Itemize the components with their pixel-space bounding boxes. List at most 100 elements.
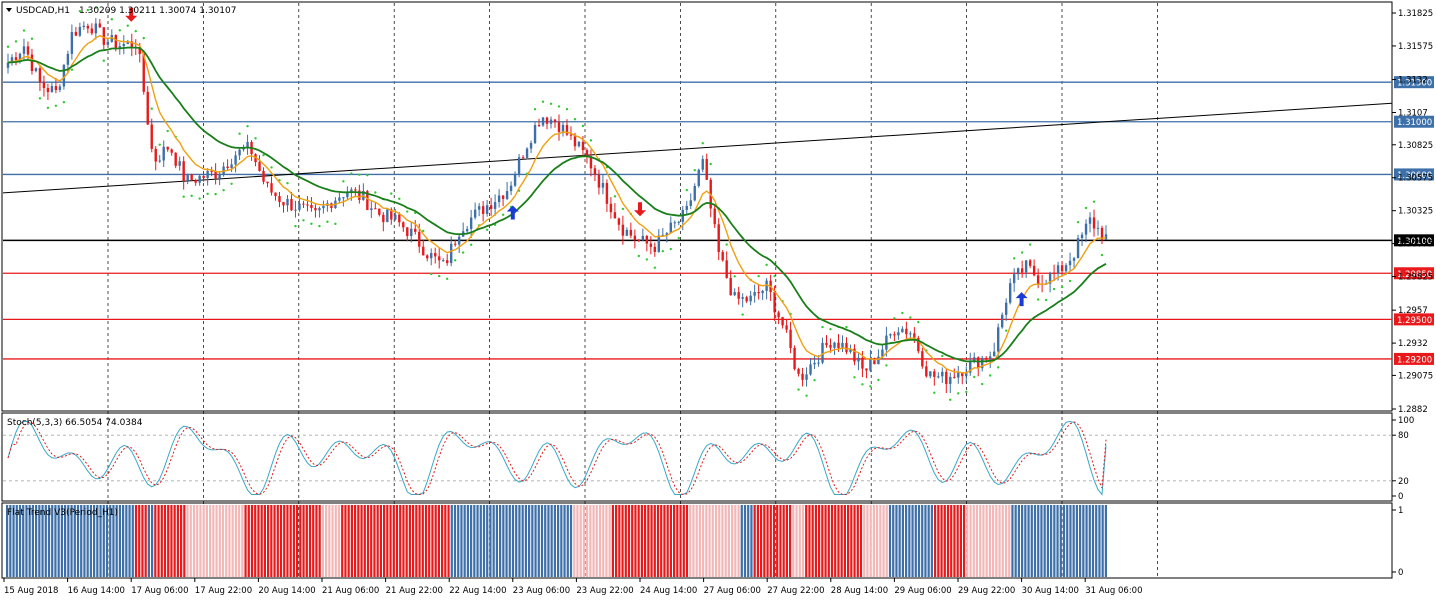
sar-dot (190, 194, 193, 198)
candle-body (929, 371, 932, 377)
candle-body (182, 161, 185, 181)
sar-dot (214, 192, 217, 196)
stoch-tick-label: 20 (1398, 477, 1409, 487)
sar-dot (182, 195, 185, 198)
flat-trend-bar (808, 505, 811, 577)
candle-body (717, 224, 720, 253)
candle-body (1036, 275, 1040, 284)
price-tick-label: 1.30825 (1398, 141, 1433, 151)
flat-trend-bar (731, 505, 734, 577)
level-label: 1.29200 (1397, 355, 1432, 365)
candle-body (178, 161, 181, 166)
flat-trend-bar (1072, 505, 1075, 577)
flat-trend-bar (859, 505, 863, 577)
horizontal-levels: 1.31300 1.31000 1.30600 1.30100 1.29850 1.295… (3, 76, 1434, 365)
sar-dot (773, 274, 776, 278)
sar-dot (661, 249, 665, 253)
candle-body (418, 231, 421, 247)
flat-trend-bar (505, 505, 508, 577)
sar-dot (294, 224, 297, 228)
candle-body (202, 175, 205, 179)
time-tick-label: 31 Aug 06:00 (1085, 586, 1142, 596)
flat-tick-label: 1 (1398, 506, 1403, 516)
candle-body (246, 141, 249, 149)
flat-trend-bar (679, 505, 682, 577)
candle-body (350, 189, 353, 193)
moving-averages (7, 34, 1107, 374)
flat-trend-bar (544, 505, 547, 577)
candle-body (801, 373, 804, 380)
flat-trend-bar (486, 505, 489, 577)
candle-body (841, 342, 844, 349)
flat-trend-bar (93, 505, 96, 577)
flat-trend-bar (669, 505, 672, 577)
sar-dot (645, 258, 649, 261)
candle-body (206, 171, 209, 179)
stoch-panel[interactable] (1, 412, 1393, 502)
flat-trend-bar (347, 505, 350, 577)
flat-trend-bar (714, 505, 718, 577)
sar-dot (996, 366, 1000, 369)
flat-trend-bar (682, 505, 685, 577)
flat-trend-bar (109, 505, 112, 577)
flat-trend-bar (141, 505, 144, 577)
flat-trend-bar (576, 505, 579, 577)
candle-body (58, 86, 62, 90)
candle-body (382, 214, 385, 223)
flat-trend-bar (608, 505, 611, 577)
candle-body (1076, 237, 1080, 259)
stochastic-lines: 100 80 20 0 (3, 416, 1414, 502)
flat-trend-bar (1011, 505, 1014, 577)
candle-body (106, 41, 110, 45)
sar-dot (541, 100, 545, 103)
flat-trend-bar (834, 505, 837, 577)
candle-body (733, 292, 736, 296)
flat-trend-bar (1104, 505, 1107, 577)
sar-dot (885, 364, 888, 367)
candle-body (238, 149, 241, 156)
flat-trend-bar (885, 505, 888, 577)
flat-trend-bar (205, 505, 208, 577)
flat-trend-bar (798, 505, 801, 577)
candle-body (845, 342, 848, 352)
candle-body (98, 23, 102, 28)
flat-trend-bar (170, 505, 173, 577)
flat-trend-bar (737, 505, 740, 577)
candle-body (242, 148, 245, 150)
candle-body (1052, 272, 1056, 274)
candle-body (398, 214, 401, 223)
stoch-tick-label: 0 (1398, 492, 1403, 502)
candle-body (973, 357, 976, 362)
flat-trend-bar (96, 505, 99, 577)
flat-trend-bar (125, 505, 128, 577)
flat-trend-bar (199, 505, 202, 577)
candle-body (637, 239, 641, 241)
dropdown-triangle-icon[interactable] (6, 8, 12, 12)
candle-body (394, 214, 397, 220)
flat-trend-bar (392, 505, 395, 577)
sar-dot (581, 124, 585, 128)
candle-body (445, 260, 449, 264)
flat-trend-bar (289, 505, 292, 577)
flat-trend-bar (221, 505, 225, 577)
candle-body (62, 64, 66, 87)
sar-dot (693, 169, 696, 172)
candle-body (22, 46, 26, 54)
flat-trend-bar (57, 505, 60, 577)
flat-trend-bar (760, 505, 763, 577)
candle-body (481, 206, 485, 214)
sar-dot (501, 213, 505, 216)
flat-trend-bar (1069, 505, 1072, 577)
candle-body (909, 333, 912, 335)
flat-trend-bar (779, 505, 782, 577)
flat-trend-bar (1014, 505, 1017, 577)
flat-trend-bar (138, 505, 141, 577)
price-tick-label: 1.2882 (1398, 405, 1428, 415)
flat-trend-bar (914, 505, 917, 577)
candle-body (585, 150, 589, 157)
candle-body (885, 335, 888, 350)
sar-dot (374, 191, 377, 194)
flat-trend-bar (656, 505, 660, 577)
flat-trend-bar (312, 505, 315, 577)
